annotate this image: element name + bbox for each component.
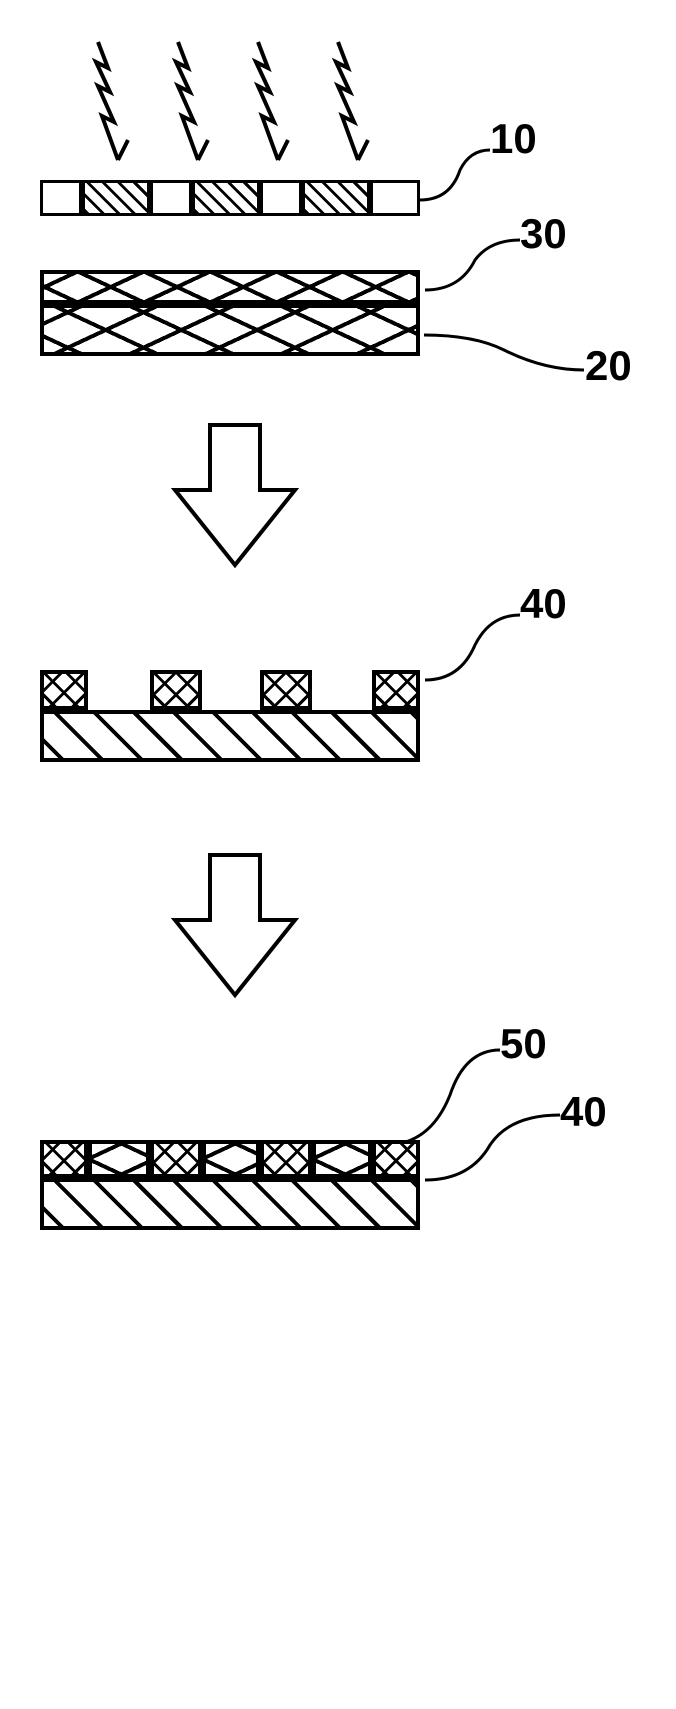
diagram-container: 10 30 20 40 50: [40, 40, 636, 1280]
substrate-base: [40, 1178, 420, 1230]
top-cell: [372, 1140, 420, 1178]
lightning-arrows: [40, 40, 636, 170]
mask-cell: [370, 180, 420, 216]
top-cell: [260, 1140, 312, 1178]
mask-cell: [150, 180, 192, 216]
label-50: 50: [500, 1020, 547, 1068]
pattern-bump: [260, 670, 312, 710]
down-arrow-icon: [170, 420, 300, 570]
pattern-bump: [40, 670, 88, 710]
mask-cell: [260, 180, 302, 216]
pattern-bump: [150, 670, 202, 710]
label-10: 10: [490, 115, 537, 163]
photoresist-layer: [40, 270, 420, 304]
stage-1: 10 30 20: [40, 40, 636, 380]
mask-cell: [302, 180, 370, 216]
top-cell: [88, 1140, 150, 1178]
mask-cell: [192, 180, 260, 216]
substrate-base: [40, 710, 420, 762]
label-30: 30: [520, 210, 567, 258]
pattern-bump: [372, 670, 420, 710]
lightning-arrow-icon: [88, 40, 138, 168]
label-40b: 40: [560, 1088, 607, 1136]
label-20: 20: [585, 342, 632, 390]
stage-2: 40: [40, 610, 636, 810]
top-cell: [202, 1140, 260, 1178]
top-cell: [150, 1140, 202, 1178]
stage-3: 50 40: [40, 1040, 636, 1280]
label-40a: 40: [520, 580, 567, 628]
top-cell: [40, 1140, 88, 1178]
down-arrow-icon: [170, 850, 300, 1000]
substrate-layer: [40, 304, 420, 356]
mask-cell: [40, 180, 82, 216]
top-cell: [312, 1140, 372, 1178]
lightning-arrow-icon: [328, 40, 378, 168]
mask-cell: [82, 180, 150, 216]
lightning-arrow-icon: [248, 40, 298, 168]
lightning-arrow-icon: [168, 40, 218, 168]
